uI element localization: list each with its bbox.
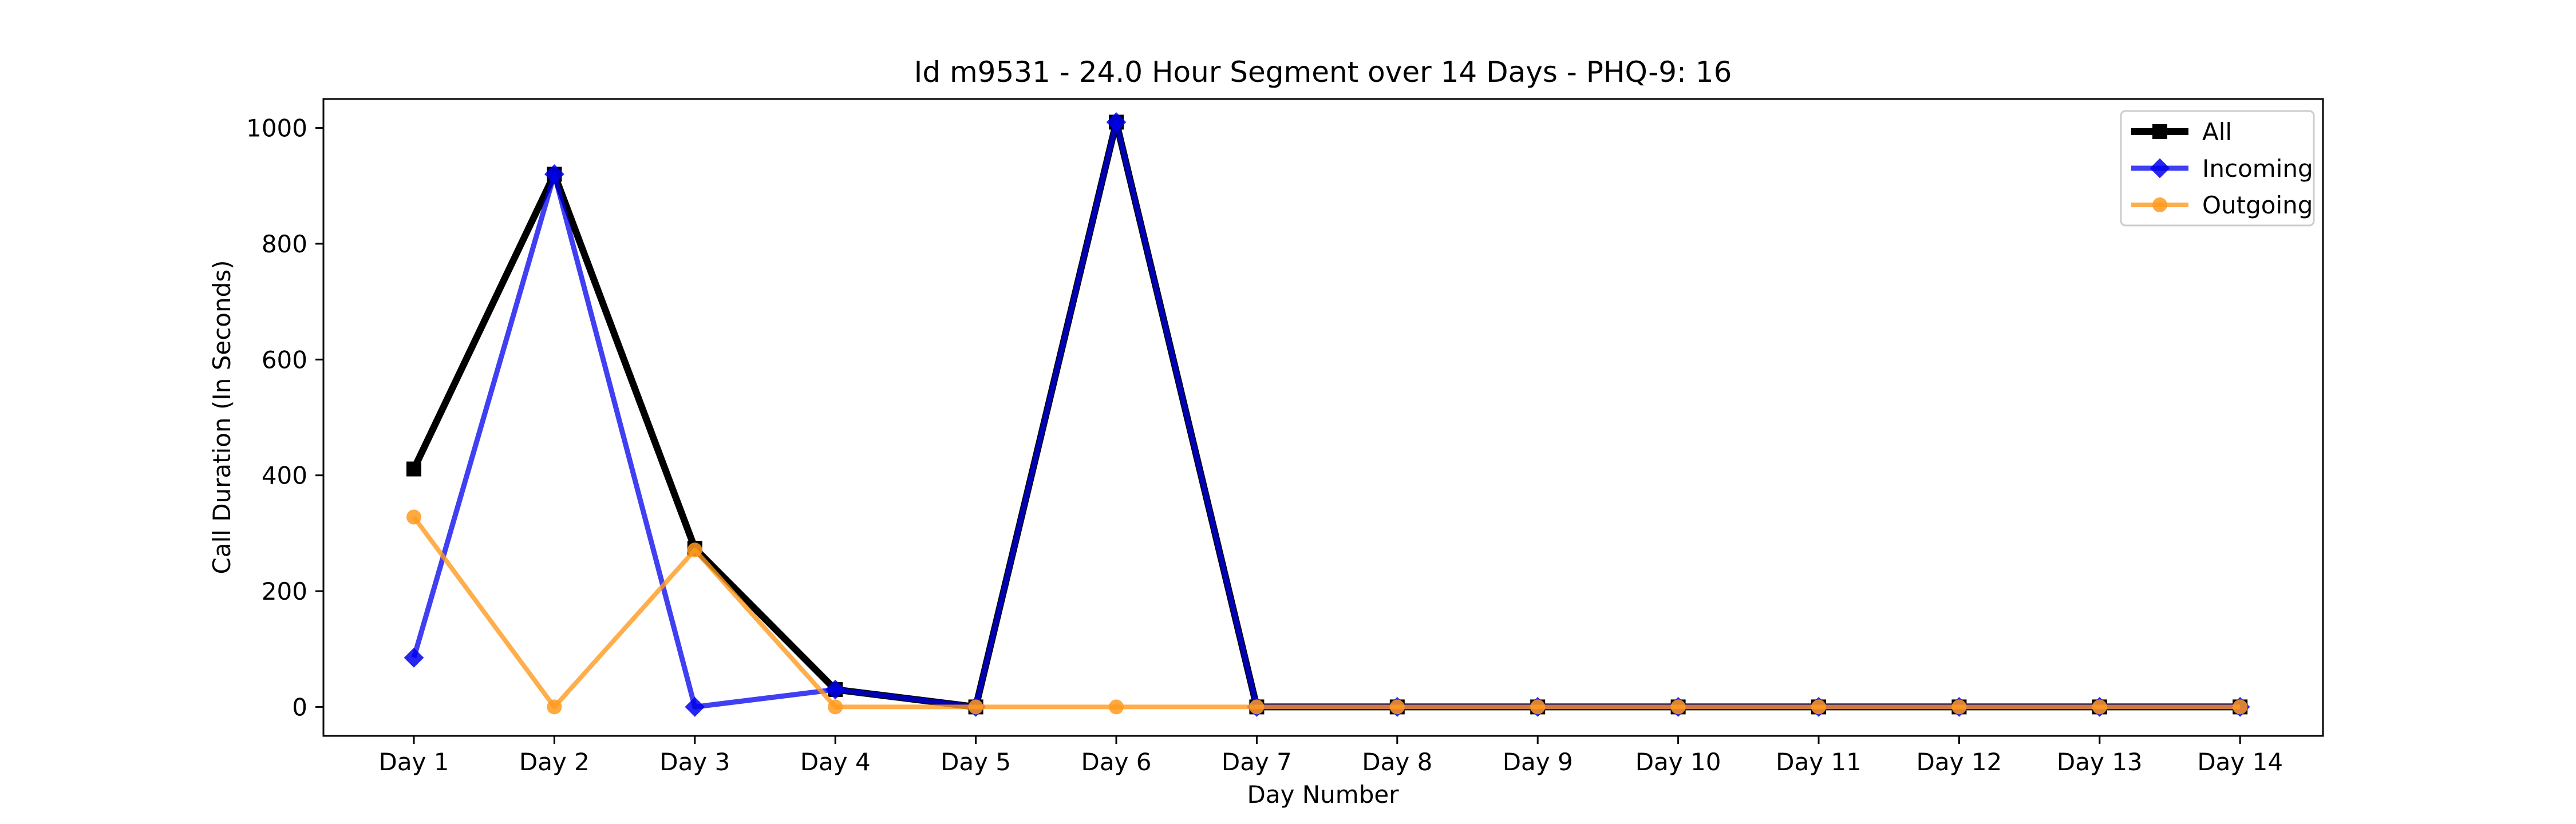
x-tick-label: Day 2 xyxy=(519,748,590,776)
x-tick-label: Day 12 xyxy=(1917,748,2002,776)
x-tick-label: Day 4 xyxy=(800,748,871,776)
y-axis: 0 200 400 600 800 1000 xyxy=(246,114,323,721)
legend-marker xyxy=(2152,124,2167,139)
legend-item-incoming: Incoming xyxy=(2131,154,2313,183)
y-tick-label: 600 xyxy=(262,346,307,374)
data-point xyxy=(1389,699,1405,715)
x-tick-label: Day 9 xyxy=(1503,748,1573,776)
x-tick-label: Day 11 xyxy=(1776,748,1862,776)
x-tick-label: Day 5 xyxy=(941,748,1011,776)
x-tick-label: Day 14 xyxy=(2197,748,2283,776)
data-point xyxy=(825,679,846,700)
legend-box xyxy=(2120,110,2315,227)
x-tick-label: Day 10 xyxy=(1635,748,1721,776)
data-point xyxy=(547,699,562,715)
x-tick-label: Day 1 xyxy=(378,748,449,776)
data-point xyxy=(1109,699,1124,715)
x-tick-label: Day 3 xyxy=(659,748,730,776)
data-point xyxy=(2233,699,2248,715)
y-tick-label: 800 xyxy=(262,230,307,258)
legend-marker xyxy=(2152,197,2167,212)
series-line xyxy=(412,516,2241,710)
data-point xyxy=(404,648,424,668)
data-point xyxy=(685,697,705,717)
series-all xyxy=(406,114,2248,715)
legend-label: Outgoing xyxy=(2202,191,2313,219)
plot-frame xyxy=(322,98,2324,737)
data-point xyxy=(968,699,983,715)
data-point xyxy=(687,542,702,558)
data-point xyxy=(1530,699,1546,715)
y-tick-label: 200 xyxy=(262,577,307,605)
x-tick-label: Day 7 xyxy=(1222,748,1292,776)
x-tick-label: Day 6 xyxy=(1081,748,1151,776)
series-line xyxy=(410,118,2241,711)
plot-area xyxy=(404,112,2250,717)
series-line xyxy=(411,119,2241,710)
x-tick-label: Day 13 xyxy=(2057,748,2143,776)
series-outgoing xyxy=(406,509,2248,715)
x-axis-label: Day Number xyxy=(1247,781,1399,809)
data-point xyxy=(1951,699,1967,715)
data-point xyxy=(544,164,564,184)
legend-item-outgoing: Outgoing xyxy=(2131,191,2313,219)
legend: All Incoming Outgoing xyxy=(2120,110,2315,227)
data-point xyxy=(406,509,421,525)
data-point xyxy=(1670,699,1686,715)
y-tick-label: 400 xyxy=(262,462,307,490)
data-point xyxy=(1249,699,1265,715)
data-point xyxy=(828,699,843,715)
y-axis-label: Call Duration (In Seconds) xyxy=(208,260,236,574)
data-point xyxy=(2092,699,2107,715)
series-incoming xyxy=(404,112,2250,717)
legend-item-all: All xyxy=(2131,118,2232,146)
data-point xyxy=(406,461,421,477)
y-tick-label: 1000 xyxy=(246,114,307,142)
legend-label: Incoming xyxy=(2202,154,2313,183)
data-point xyxy=(1811,699,1826,715)
data-point xyxy=(1106,112,1127,132)
legend-label: All xyxy=(2202,118,2232,146)
x-tick-label: Day 8 xyxy=(1362,748,1432,776)
chart-title: Id m9531 - 24.0 Hour Segment over 14 Day… xyxy=(914,56,1732,89)
y-tick-label: 0 xyxy=(292,693,307,721)
x-axis: Day 1 Day 2 Day 3 Day 4 Day 5 Day 6 Day 7 Day 8… xyxy=(378,736,2283,776)
legend-marker xyxy=(2150,158,2170,179)
